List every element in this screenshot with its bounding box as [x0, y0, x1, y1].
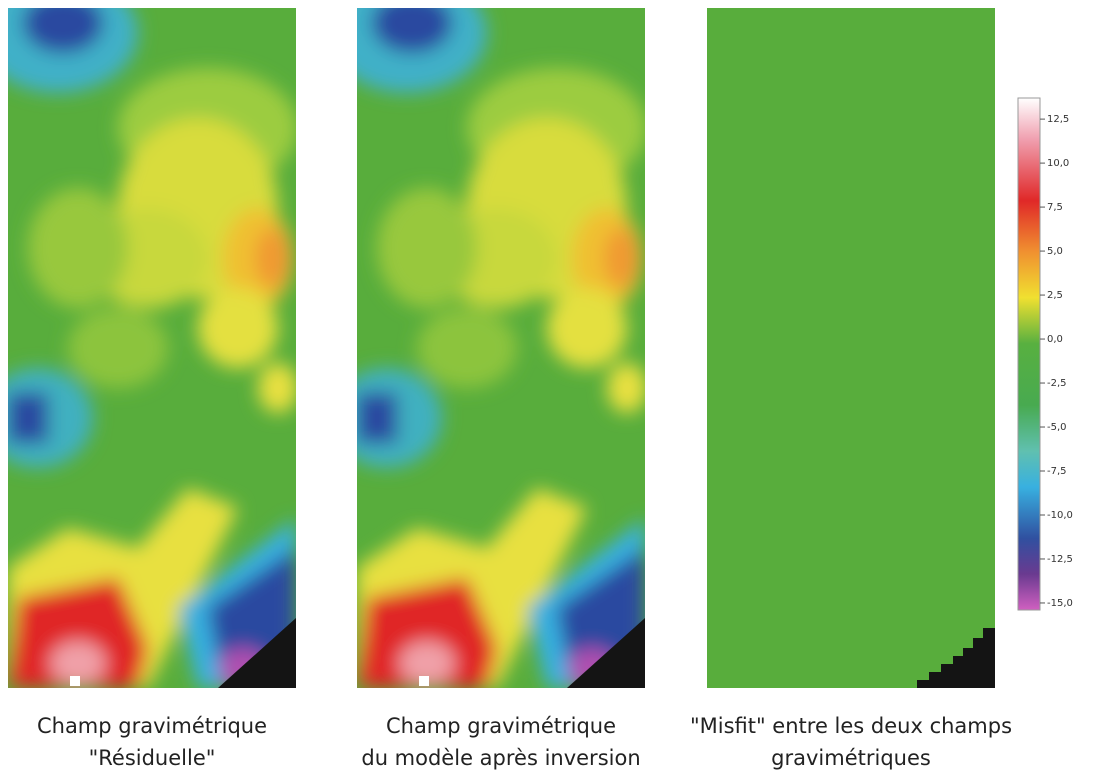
tick-label: 0,0	[1047, 334, 1063, 345]
tick-label: 5,0	[1047, 246, 1063, 257]
caption: du modèle après inversion	[361, 746, 640, 770]
tick-label: 10,0	[1047, 158, 1069, 169]
map-model	[327, 0, 647, 688]
caption: Champ gravimétrique	[37, 714, 267, 738]
caption: "Misfit" entre les deux champs	[690, 714, 1012, 738]
tick-label: -7,5	[1047, 466, 1067, 477]
caption: "Résiduelle"	[89, 746, 216, 770]
tick-label: -12,5	[1047, 554, 1073, 565]
tick-label: 12,5	[1047, 114, 1069, 125]
tick-label: -10,0	[1047, 510, 1073, 521]
caption: gravimétriques	[771, 746, 931, 770]
map-residual	[0, 0, 298, 688]
caption: Champ gravimétrique	[386, 714, 616, 738]
map-misfit	[707, 8, 995, 688]
tick-label: 7,5	[1047, 202, 1063, 213]
tick-label: 2,5	[1047, 290, 1063, 301]
colorbar	[1017, 97, 1041, 611]
tick-label: -15,0	[1047, 598, 1073, 609]
tick-label: -2,5	[1047, 378, 1067, 389]
tick-label: -5,0	[1047, 422, 1067, 433]
